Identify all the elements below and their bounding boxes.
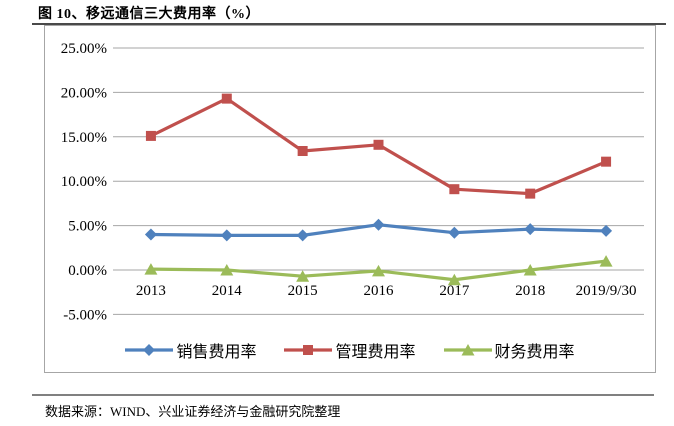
svg-text:25.00%: 25.00% bbox=[61, 41, 107, 57]
line-chart: 25.00% 20.00% 15.00% 10.00% 5.00% 0.00% -5.00%… bbox=[61, 41, 644, 323]
svg-text:2017: 2017 bbox=[439, 283, 470, 299]
svg-text:20.00%: 20.00% bbox=[61, 85, 107, 101]
finance-series-marker-icon bbox=[443, 344, 492, 356]
title-separator bbox=[32, 23, 666, 25]
svg-text:2018: 2018 bbox=[515, 283, 545, 299]
svg-text:2019/9/30: 2019/9/30 bbox=[576, 283, 637, 299]
legend-label-sales: 销售费用率 bbox=[176, 344, 257, 361]
svg-text:10.00%: 10.00% bbox=[61, 174, 107, 190]
svg-text:2014: 2014 bbox=[212, 283, 243, 299]
figure-title: 图 10、移远通信三大费用率（%） bbox=[38, 7, 260, 22]
source-note: 数据来源：WIND、兴业证券经济与金融研究院整理 bbox=[45, 404, 341, 419]
chart-legend: 销售费用率 管理费用率 财务费用率 bbox=[45, 338, 655, 362]
svg-text:5.00%: 5.00% bbox=[68, 219, 107, 235]
chart-area: 25.00% 20.00% 15.00% 10.00% 5.00% 0.00% -5.00%… bbox=[44, 25, 656, 373]
legend-item-finance-expense: 财务费用率 bbox=[443, 338, 575, 362]
admin-series-marker-icon bbox=[284, 345, 333, 355]
legend-label-admin: 管理费用率 bbox=[335, 344, 416, 361]
legend-item-sales-expense: 销售费用率 bbox=[125, 338, 256, 362]
svg-text:2015: 2015 bbox=[288, 283, 318, 299]
sales-series-marker-icon bbox=[125, 344, 174, 356]
svg-text:2013: 2013 bbox=[136, 283, 166, 299]
svg-text:0.00%: 0.00% bbox=[68, 263, 107, 279]
legend-label-finance: 财务费用率 bbox=[494, 344, 575, 361]
svg-text:-5.00%: -5.00% bbox=[63, 307, 107, 323]
svg-text:2016: 2016 bbox=[364, 283, 395, 299]
svg-text:15.00%: 15.00% bbox=[61, 130, 107, 146]
source-separator bbox=[32, 394, 654, 396]
legend-item-admin-expense: 管理费用率 bbox=[284, 338, 416, 362]
